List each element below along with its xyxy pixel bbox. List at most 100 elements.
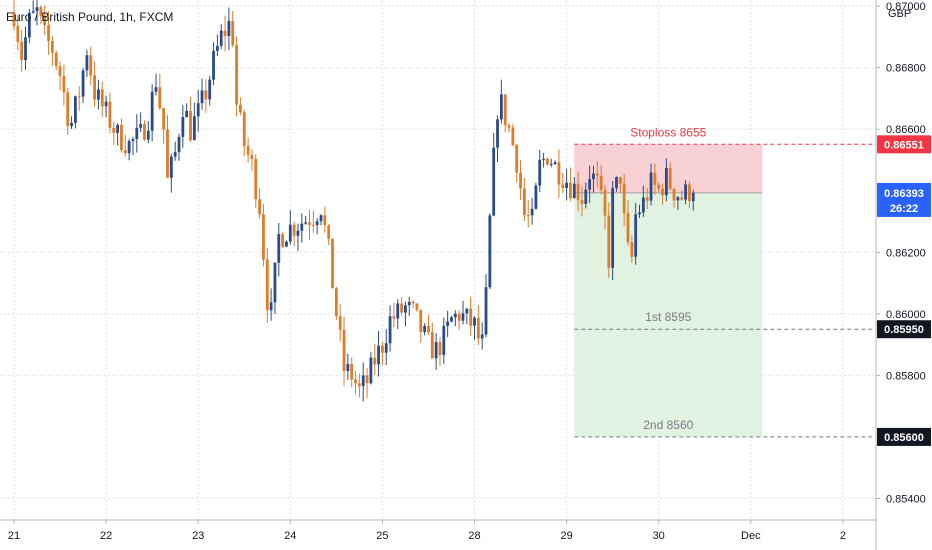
candle-body bbox=[77, 96, 81, 98]
candle-body bbox=[546, 158, 549, 165]
y-tick-label: 0.85400 bbox=[886, 493, 926, 505]
candle-body bbox=[576, 183, 580, 200]
candle-body bbox=[469, 308, 473, 326]
candle-body bbox=[131, 138, 135, 141]
candle-body bbox=[672, 188, 676, 201]
candle-body bbox=[334, 288, 338, 317]
candle-body bbox=[120, 124, 123, 151]
candle-body bbox=[415, 303, 419, 310]
candle-body bbox=[572, 183, 576, 199]
candle-body bbox=[400, 303, 403, 313]
candle-body bbox=[169, 156, 173, 178]
candle-body bbox=[265, 259, 269, 311]
candle-body bbox=[273, 262, 277, 303]
candle-body bbox=[653, 172, 657, 185]
candle-body bbox=[342, 329, 346, 371]
candle-body bbox=[43, 16, 47, 26]
candle-body bbox=[192, 116, 196, 141]
candle-body bbox=[254, 159, 258, 200]
reward-zone bbox=[574, 192, 763, 437]
candle-body bbox=[450, 317, 453, 322]
candle-body bbox=[599, 175, 603, 191]
candle-body bbox=[588, 179, 592, 190]
candle-body bbox=[135, 127, 139, 139]
candle-body bbox=[434, 342, 438, 359]
candle-body bbox=[250, 154, 254, 160]
candle-body bbox=[166, 129, 169, 178]
candle-body bbox=[519, 172, 522, 189]
candle-body bbox=[181, 117, 185, 137]
candle-body bbox=[281, 234, 285, 247]
candle-body bbox=[538, 159, 542, 186]
candle-body bbox=[522, 188, 526, 216]
candle-body bbox=[392, 316, 396, 319]
candle-body bbox=[549, 164, 553, 166]
candle-body bbox=[212, 50, 215, 80]
candle-body bbox=[89, 55, 93, 76]
candle-body bbox=[565, 182, 568, 189]
candle-body bbox=[100, 89, 104, 107]
candle-body bbox=[664, 168, 668, 196]
candle-body bbox=[196, 103, 200, 117]
candle-body bbox=[350, 363, 354, 380]
candle-body bbox=[680, 197, 684, 200]
candle-body bbox=[684, 184, 687, 200]
candle-body bbox=[108, 101, 112, 128]
candle-body bbox=[85, 55, 89, 71]
level-price-tag-text: 0.85950 bbox=[884, 324, 924, 336]
candle-body bbox=[327, 225, 331, 239]
candle-body bbox=[645, 197, 649, 201]
candle-body bbox=[557, 162, 561, 185]
x-tick-label: 23 bbox=[192, 530, 204, 542]
candle-body bbox=[622, 183, 626, 213]
candle-body bbox=[24, 37, 27, 61]
level-price-tag bbox=[877, 135, 931, 154]
candle-body bbox=[12, 12, 16, 27]
candle-body bbox=[304, 222, 308, 224]
candle-body bbox=[492, 147, 496, 216]
candle-body bbox=[361, 375, 365, 387]
candle-body bbox=[311, 224, 315, 226]
candle-body bbox=[611, 188, 615, 268]
candle-body bbox=[530, 208, 534, 216]
candle-body bbox=[419, 309, 423, 333]
candle-body bbox=[112, 127, 116, 133]
x-tick-label: 28 bbox=[468, 530, 480, 542]
candle-body bbox=[607, 215, 611, 268]
candle-body bbox=[162, 108, 166, 130]
candle-body bbox=[116, 124, 120, 133]
level-price-tag bbox=[877, 320, 931, 339]
candle-body bbox=[657, 184, 661, 189]
risk-zone bbox=[574, 144, 763, 193]
candle-body bbox=[407, 301, 411, 306]
candle-body bbox=[423, 325, 427, 333]
level-label: 1st 8595 bbox=[645, 310, 691, 324]
candle-body bbox=[526, 215, 530, 217]
candle-body bbox=[384, 343, 388, 353]
candle-body bbox=[649, 172, 653, 201]
candle-body bbox=[580, 199, 584, 204]
candle-body bbox=[292, 224, 296, 236]
current-price-text: 0.86393 bbox=[884, 188, 924, 200]
level-price-tag bbox=[877, 427, 931, 446]
candle-body bbox=[457, 313, 461, 321]
candle-body bbox=[20, 41, 24, 61]
candle-body bbox=[104, 101, 108, 107]
candle-body bbox=[277, 234, 281, 263]
candle-body bbox=[50, 40, 54, 53]
candle-body bbox=[16, 26, 20, 42]
x-tick-label: 2 bbox=[840, 530, 846, 542]
candle-body bbox=[215, 45, 219, 51]
candle-body bbox=[223, 30, 227, 36]
candle-body bbox=[127, 140, 131, 154]
candle-body bbox=[54, 52, 58, 67]
candle-body bbox=[296, 230, 300, 236]
candle-body bbox=[288, 224, 292, 242]
candle-body bbox=[377, 345, 380, 365]
candle-body bbox=[81, 70, 85, 97]
candle-body bbox=[189, 110, 192, 141]
candle-body bbox=[453, 313, 457, 318]
candle-body bbox=[31, 11, 35, 13]
